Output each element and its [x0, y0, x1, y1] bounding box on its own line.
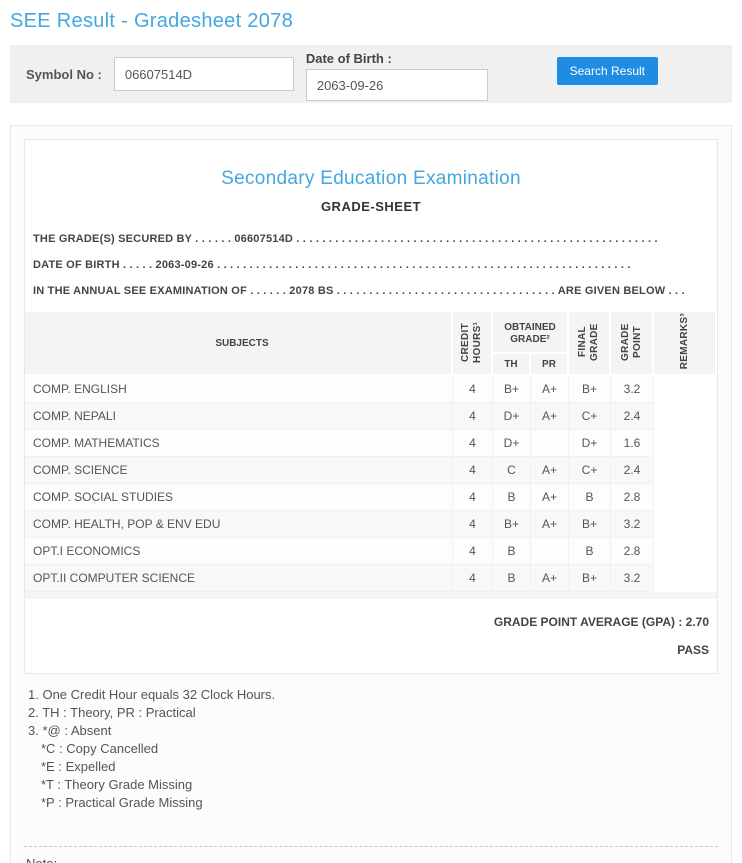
cell-subject: COMP. NEPALI — [25, 403, 453, 430]
cell-th-grade: D+ — [493, 430, 531, 457]
grades-table-header: SUBJECTS CREDIT HOURS¹ OBTAINED GRADE² F… — [25, 312, 717, 376]
gradesheet-subheading: GRADE-SHEET — [320, 199, 422, 214]
dob-field-group: Date of Birth : — [305, 51, 488, 101]
footnote: *P : Practical Grade Missing — [41, 795, 203, 810]
cell-pr-grade: A+ — [531, 403, 569, 430]
table-row: OPT.I ECONOMICS 4 B B 2.8 — [25, 538, 717, 565]
symbol-no-label: Symbol No : — [26, 67, 102, 82]
dob-input[interactable] — [305, 69, 488, 101]
symbol-no-input[interactable] — [113, 57, 294, 91]
cell-credit: 4 — [453, 430, 493, 457]
note-section: Note: This Sheet is for general idea of … — [24, 846, 718, 863]
footnote: 1. One Credit Hour equals 32 Clock Hours… — [28, 687, 276, 702]
table-row: COMP. NEPALI 4 D+ A+ C+ 2.4 — [25, 403, 717, 430]
search-result-button[interactable]: Search Result — [556, 57, 658, 85]
cell-pr-grade: A+ — [531, 484, 569, 511]
cell-subject: COMP. HEALTH, POP & ENV EDU — [25, 511, 453, 538]
table-row: COMP. SOCIAL STUDIES 4 B A+ B 2.8 — [25, 484, 717, 511]
footnote: 2. TH : Theory, PR : Practical — [28, 705, 196, 720]
cell-th-grade: B — [493, 538, 531, 565]
cell-credit: 4 — [453, 538, 493, 565]
cell-grade-point: 2.8 — [611, 538, 654, 565]
result-status: PASS — [677, 643, 709, 657]
cell-grade-point: 2.4 — [611, 457, 654, 484]
cell-grade-point: 2.4 — [611, 403, 654, 430]
footnote: *T : Theory Grade Missing — [41, 777, 193, 792]
cell-final-grade: B+ — [569, 565, 611, 592]
date-of-birth-line: DATE OF BIRTH . . . . . 2063-09-26 . . .… — [33, 259, 631, 271]
cell-subject: COMP. SCIENCE — [25, 457, 453, 484]
note-label: Note: — [26, 854, 716, 863]
col-header-remarks: REMARKS³ — [654, 312, 717, 376]
cell-pr-grade: A+ — [531, 511, 569, 538]
cell-final-grade: B — [569, 538, 611, 565]
cell-final-grade: B+ — [569, 511, 611, 538]
table-row: COMP. ENGLISH 4 B+ A+ B+ 3.2 — [25, 376, 717, 403]
cell-subject: COMP. MATHEMATICS — [25, 430, 453, 457]
cell-pr-grade: A+ — [531, 457, 569, 484]
cell-final-grade: B — [569, 484, 611, 511]
footnote: *E : Expelled — [41, 759, 116, 774]
col-header-subjects: SUBJECTS — [25, 312, 453, 376]
col-header-pr: PR — [531, 354, 569, 376]
grades-table: SUBJECTS CREDIT HOURS¹ OBTAINED GRADE² F… — [25, 312, 717, 592]
cell-grade-point: 3.2 — [611, 511, 654, 538]
cell-subject: COMP. ENGLISH — [25, 376, 453, 403]
cell-final-grade: C+ — [569, 403, 611, 430]
cell-credit: 4 — [453, 511, 493, 538]
cell-grade-point: 1.6 — [611, 430, 654, 457]
table-bottom-divider — [25, 592, 717, 599]
cell-th-grade: C — [493, 457, 531, 484]
cell-final-grade: B+ — [569, 376, 611, 403]
cell-final-grade: C+ — [569, 457, 611, 484]
cell-grade-point: 3.2 — [611, 376, 654, 403]
cell-credit: 4 — [453, 376, 493, 403]
page-title: SEE Result - Gradesheet 2078 — [10, 10, 293, 32]
cell-th-grade: B+ — [493, 376, 531, 403]
cell-th-grade: B+ — [493, 511, 531, 538]
footnote: *C : Copy Cancelled — [41, 741, 159, 756]
secured-by-line: THE GRADE(S) SECURED BY . . . . . . 0660… — [33, 233, 658, 245]
cell-subject: COMP. SOCIAL STUDIES — [25, 484, 453, 511]
result-container: Secondary Education Examination GRADE-SH… — [10, 125, 732, 863]
col-header-th: TH — [493, 354, 531, 376]
cell-pr-grade: A+ — [531, 565, 569, 592]
cell-subject: OPT.I ECONOMICS — [25, 538, 453, 565]
cell-th-grade: B — [493, 565, 531, 592]
cell-grade-point: 2.8 — [611, 484, 654, 511]
cell-final-grade: D+ — [569, 430, 611, 457]
exam-heading: Secondary Education Examination — [221, 168, 521, 189]
table-row: COMP. MATHEMATICS 4 D+ D+ 1.6 — [25, 430, 717, 457]
gpa-line: GRADE POINT AVERAGE (GPA) : 2.70 — [493, 615, 709, 629]
cell-grade-point: 3.2 — [611, 565, 654, 592]
col-header-credit-hours: CREDIT HOURS¹ — [453, 312, 493, 376]
search-form: Symbol No : Date of Birth : Search Resul… — [10, 45, 732, 103]
table-row: COMP. SCIENCE 4 C A+ C+ 2.4 — [25, 457, 717, 484]
col-header-obtained-grade: OBTAINED GRADE² — [493, 312, 569, 354]
cell-pr-grade — [531, 538, 569, 565]
cell-credit: 4 — [453, 484, 493, 511]
cell-credit: 4 — [453, 403, 493, 430]
cell-subject: OPT.II COMPUTER SCIENCE — [25, 565, 453, 592]
cell-pr-grade — [531, 430, 569, 457]
exam-year-line: IN THE ANNUAL SEE EXAMINATION OF . . . .… — [33, 285, 685, 297]
footnote: 3. *@ : Absent — [28, 723, 112, 738]
table-row: COMP. HEALTH, POP & ENV EDU 4 B+ A+ B+ 3… — [25, 511, 717, 538]
cell-th-grade: D+ — [493, 403, 531, 430]
table-row: OPT.II COMPUTER SCIENCE 4 B A+ B+ 3.2 — [25, 565, 717, 592]
cell-credit: 4 — [453, 457, 493, 484]
col-header-grade-point: GRADE POINT — [611, 312, 654, 376]
cell-th-grade: B — [493, 484, 531, 511]
dob-label: Date of Birth : — [305, 51, 392, 66]
gradesheet-card: Secondary Education Examination GRADE-SH… — [24, 139, 718, 674]
col-header-final-grade: FINAL GRADE — [569, 312, 611, 376]
gpa-section: GRADE POINT AVERAGE (GPA) : 2.70 PASS — [25, 599, 717, 673]
cell-pr-grade: A+ — [531, 376, 569, 403]
footnotes-section: 1. One Credit Hour equals 32 Clock Hours… — [24, 674, 718, 812]
cell-credit: 4 — [453, 565, 493, 592]
grades-table-body: COMP. ENGLISH 4 B+ A+ B+ 3.2 COMP. NEPAL… — [25, 376, 717, 592]
